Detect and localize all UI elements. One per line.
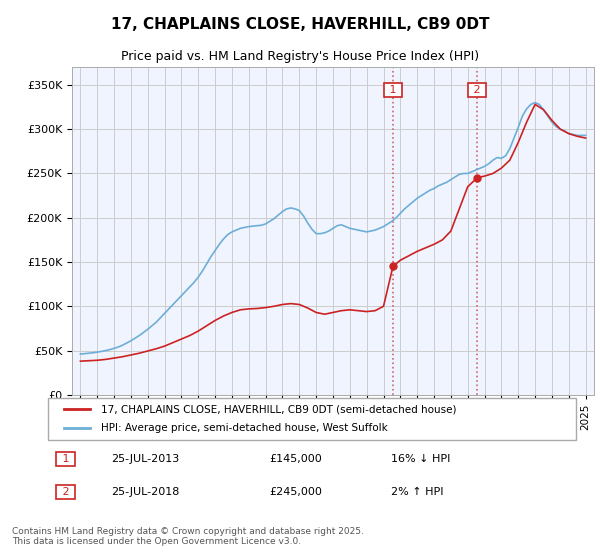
Text: £245,000: £245,000 [270, 487, 323, 497]
Text: 1: 1 [59, 454, 73, 464]
Text: 2: 2 [470, 85, 484, 95]
Text: Price paid vs. HM Land Registry's House Price Index (HPI): Price paid vs. HM Land Registry's House … [121, 50, 479, 63]
Text: 16% ↓ HPI: 16% ↓ HPI [391, 454, 451, 464]
Text: 25-JUL-2018: 25-JUL-2018 [112, 487, 180, 497]
FancyBboxPatch shape [48, 398, 576, 440]
Text: HPI: Average price, semi-detached house, West Suffolk: HPI: Average price, semi-detached house,… [101, 423, 388, 433]
Text: 2: 2 [59, 487, 73, 497]
Text: 2% ↑ HPI: 2% ↑ HPI [391, 487, 444, 497]
Text: 17, CHAPLAINS CLOSE, HAVERHILL, CB9 0DT: 17, CHAPLAINS CLOSE, HAVERHILL, CB9 0DT [111, 17, 489, 32]
Text: £145,000: £145,000 [270, 454, 323, 464]
Text: 17, CHAPLAINS CLOSE, HAVERHILL, CB9 0DT (semi-detached house): 17, CHAPLAINS CLOSE, HAVERHILL, CB9 0DT … [101, 404, 457, 414]
Text: 25-JUL-2013: 25-JUL-2013 [112, 454, 179, 464]
Text: Contains HM Land Registry data © Crown copyright and database right 2025.
This d: Contains HM Land Registry data © Crown c… [12, 526, 364, 546]
Text: 1: 1 [386, 85, 400, 95]
